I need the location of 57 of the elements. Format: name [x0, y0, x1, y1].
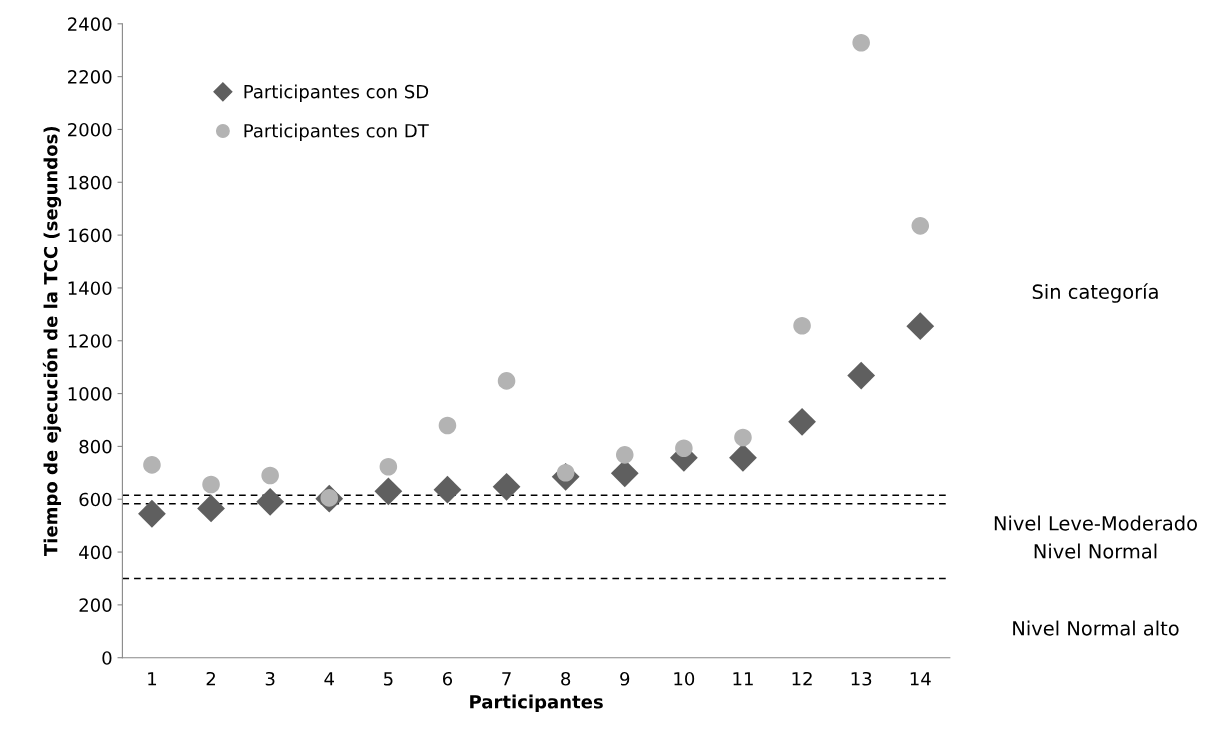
- text: Nivel Normal: [1034, 543, 1157, 559]
- point: [202, 475, 220, 494]
- point: [433, 475, 462, 504]
- x-tick-label: 9: [620, 671, 630, 686]
- point: [374, 477, 403, 506]
- point: [197, 494, 225, 523]
- point: [256, 487, 285, 516]
- y-tick-label: 0: [102, 651, 112, 665]
- point: [261, 466, 279, 485]
- point: [379, 457, 398, 476]
- point: [911, 217, 930, 235]
- y-tick-label: 1000: [68, 387, 112, 401]
- legend-label: Participantes con DT: [244, 123, 429, 142]
- y-axis-title: Tiempo de ejecución de la TCC (segundos): [42, 126, 62, 557]
- x-tick-label: 3: [265, 671, 275, 686]
- x-tick-label: 1: [148, 672, 157, 686]
- point: [138, 499, 166, 528]
- x-tick-label: 4: [324, 672, 334, 686]
- point: [852, 34, 870, 52]
- x-tick-label: 6: [442, 671, 453, 686]
- point: [438, 416, 457, 435]
- point: [906, 312, 935, 341]
- x-tick-label: 8: [561, 671, 571, 686]
- y-tick-label: 2400: [68, 17, 112, 31]
- y-tick-label: 2200: [68, 70, 112, 84]
- y-tick-label: 1400: [68, 281, 112, 296]
- point: [734, 428, 752, 447]
- point: [615, 446, 634, 464]
- point: [793, 316, 811, 335]
- y-tick-label: 1600: [68, 228, 112, 243]
- point: [847, 361, 876, 390]
- x-tick-label: 7: [502, 672, 511, 686]
- y-tick-label: 1200: [68, 334, 112, 348]
- point: [675, 439, 693, 458]
- y-tick-label: 600: [79, 492, 112, 507]
- text: Nivel Normal alto: [1013, 620, 1179, 636]
- y-tick-label: 2000: [68, 122, 112, 137]
- point: [497, 372, 516, 390]
- text: Sin categoría: [1032, 283, 1158, 303]
- point: [492, 472, 521, 501]
- x-tick-label: 14: [910, 672, 931, 686]
- x-tick-label: 12: [792, 671, 812, 686]
- y-tick-label: 800: [79, 439, 112, 454]
- y-tick-label: 400: [79, 545, 112, 560]
- point: [729, 443, 757, 472]
- y-tick-label: 200: [79, 598, 112, 612]
- x-tick-label: 5: [384, 672, 393, 686]
- y-tick-label: 1800: [68, 175, 112, 190]
- x-tick-label: 11: [733, 672, 753, 686]
- x-axis-title: Participantes: [470, 694, 603, 713]
- point: [788, 407, 816, 436]
- legend-label: Participantes con SD: [244, 84, 429, 102]
- x-tick-label: 13: [851, 671, 872, 686]
- x-tick-label: 10: [674, 671, 695, 686]
- point: [143, 456, 161, 474]
- text: Nivel Leve-Moderado: [994, 515, 1197, 531]
- x-tick-label: 2: [206, 671, 215, 686]
